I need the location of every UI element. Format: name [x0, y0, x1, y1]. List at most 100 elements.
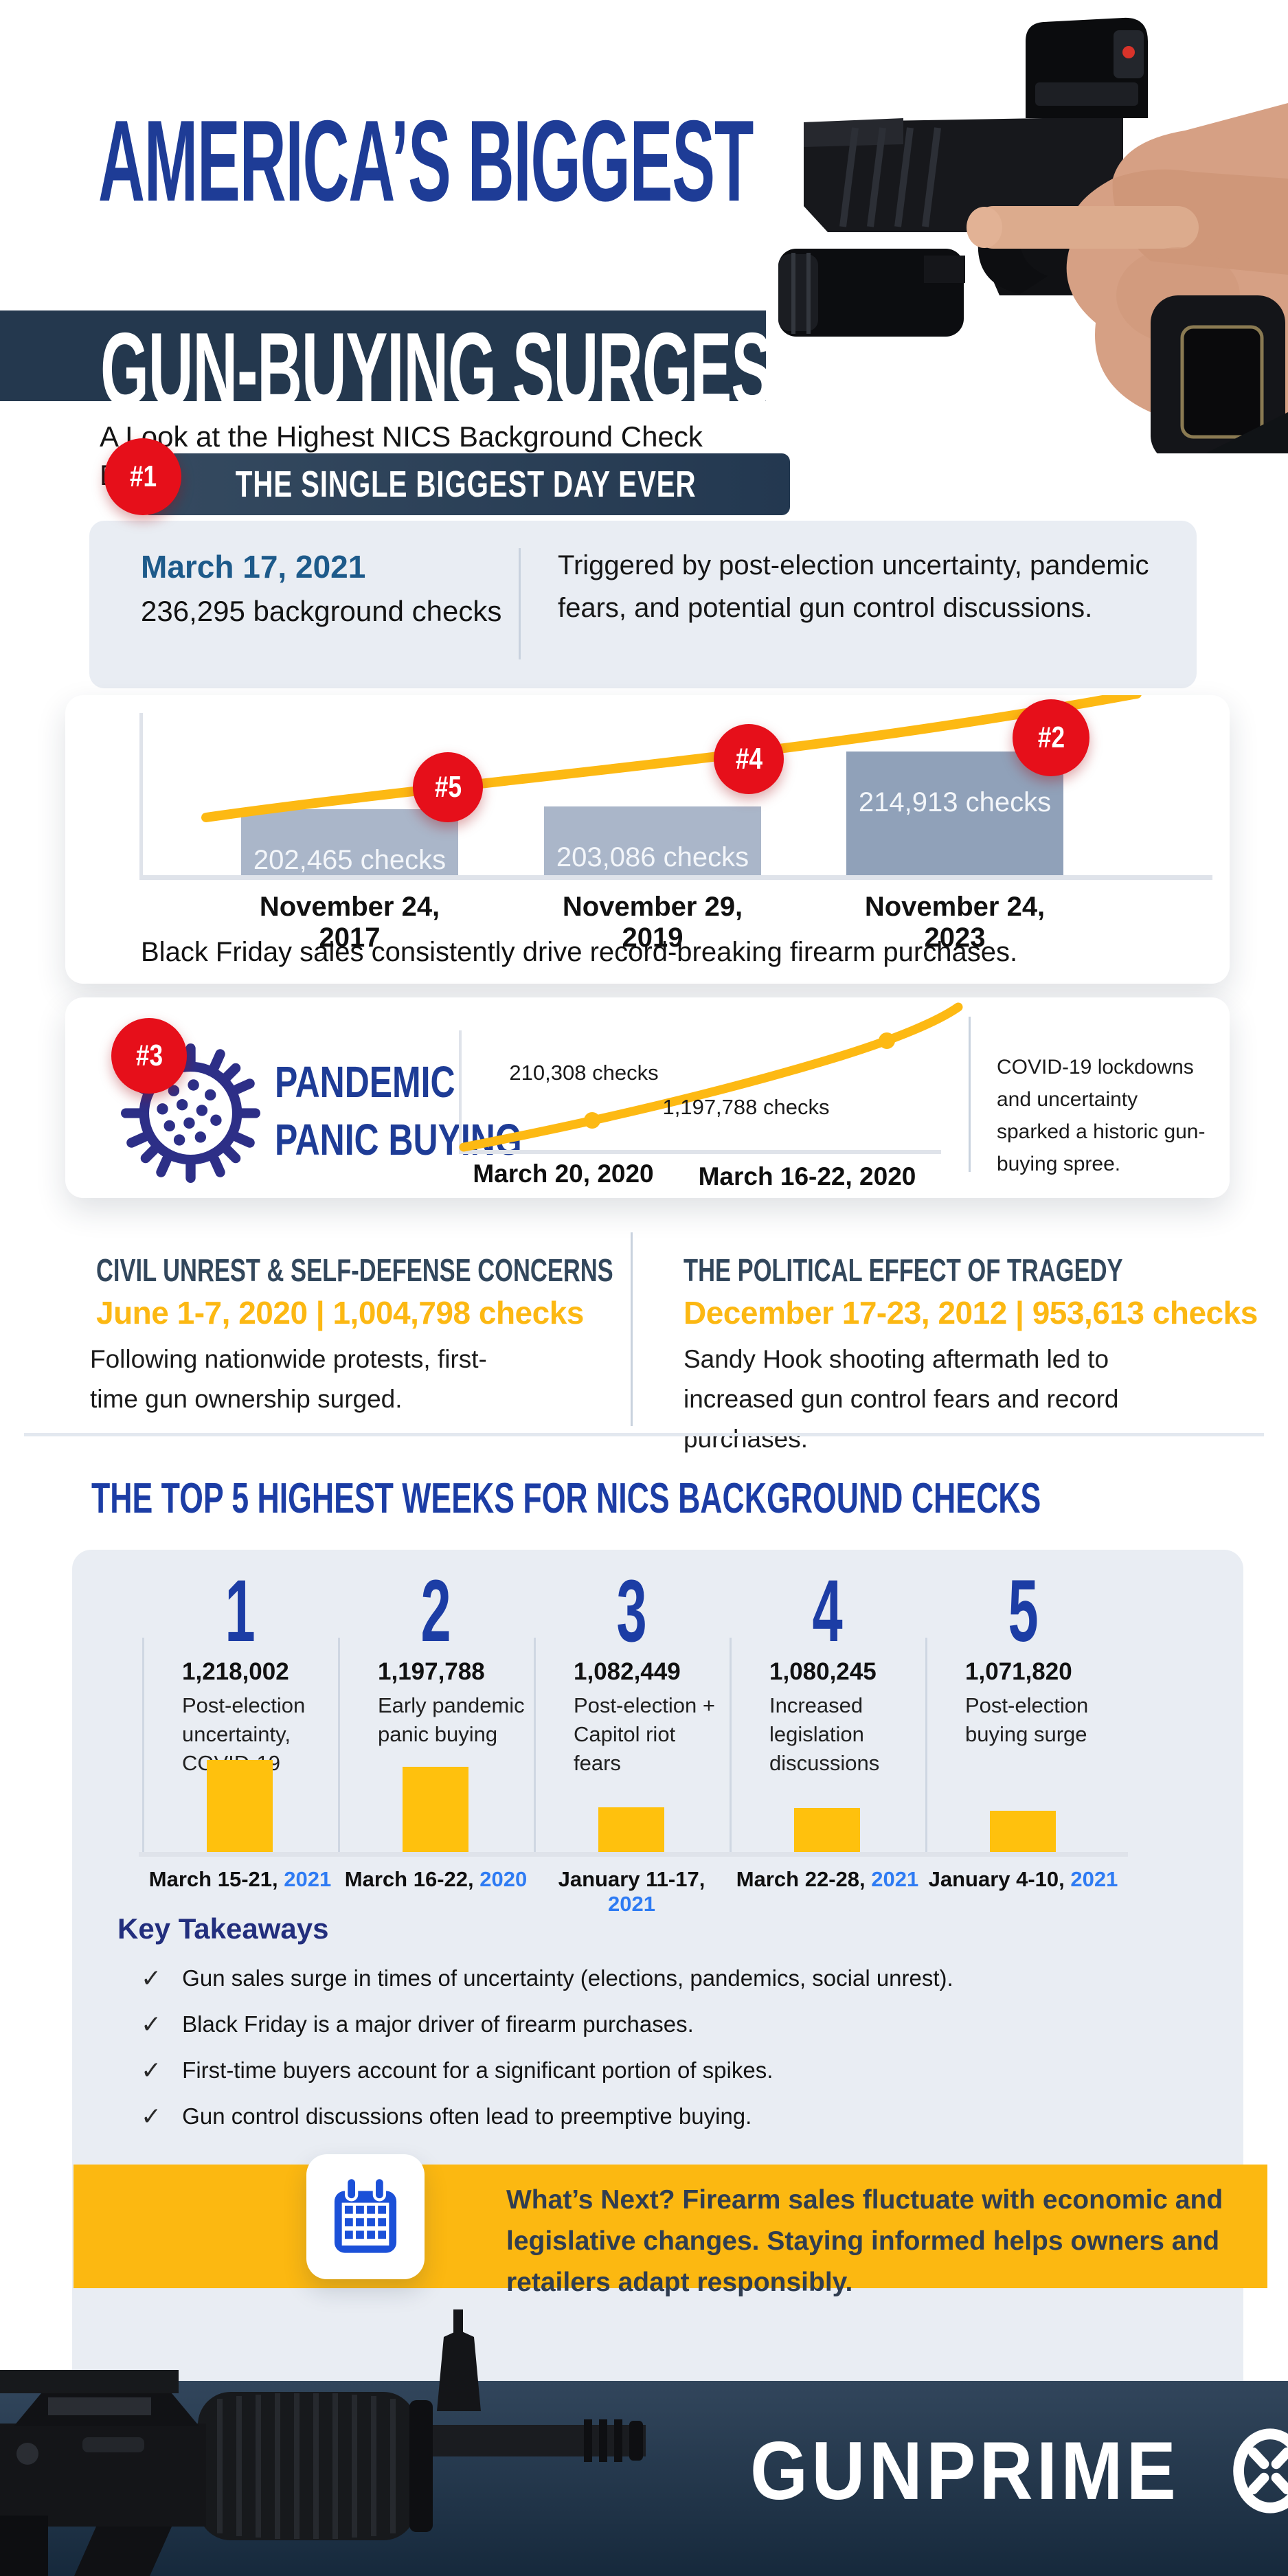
point-label: 210,308 checks [509, 1061, 659, 1085]
trend-line [201, 695, 1142, 822]
black-friday-chart-card: 202,465 checks 203,086 checks 214,913 ch… [65, 695, 1230, 984]
event-civil-unrest-title: CIVIL UNREST & SELF-DEFENSE CONCERNS [96, 1252, 613, 1288]
point-date: March 16-22, 2020 [698, 1162, 916, 1190]
week-date: March 22-28, 2021 [736, 1867, 919, 1891]
biggest-day-value: 236,295 background checks [141, 595, 502, 627]
divider [631, 1232, 633, 1426]
biggest-day-date: March 17, 2021 [141, 549, 366, 585]
pandemic-title: PANDEMIC PANIC BUYING [275, 1057, 522, 1164]
rank-number: 1 [225, 1562, 256, 1660]
rank-3-badge: #3 [111, 1018, 187, 1094]
takeaway-item: ✓ First-time buyers account for a signif… [141, 2056, 773, 2084]
whats-next-banner: What’s Next? Firearm sales fluctuate wit… [74, 2165, 1267, 2297]
rank-1-badge: #1 [104, 438, 181, 515]
brand-name: GUNPRIME [750, 2425, 1180, 2517]
takeaway-item: ✓ Gun sales surge in times of uncertaint… [141, 1964, 953, 1992]
week-value: 1,197,788 [378, 1658, 485, 1685]
subtitle-line1: A Look at the Highest NICS Background Ch… [100, 420, 703, 453]
pistol-photo [766, 0, 1288, 463]
check-icon: ✓ [141, 1964, 162, 1992]
week-description: Increased legislation discussions [769, 1693, 880, 1775]
week-description: Post-election buying surge [965, 1693, 1089, 1746]
check-icon: ✓ [141, 2102, 162, 2130]
x-axis [139, 875, 1212, 880]
biggest-day-card: March 17, 2021 236,295 background checks… [89, 521, 1197, 688]
week-description: Early pandemic panic buying [378, 1693, 525, 1746]
crosshair-x-icon [1232, 2428, 1288, 2513]
event-civil-unrest-stat: June 1-7, 2020 | 1,004,798 checks [96, 1295, 584, 1331]
week-date: March 16-22, 2020 [344, 1867, 528, 1891]
rank-number: 2 [420, 1562, 451, 1660]
whats-next-text: What’s Next? Firearm sales fluctuate wit… [506, 2185, 1223, 2297]
pandemic-card: #3 PANDEMIC PANIC BUYING [65, 997, 1230, 1198]
divider [969, 1017, 971, 1172]
bar-date: November 24, 2023 [864, 892, 1046, 953]
event-tragedy-description: Sandy Hook shooting aftermath led to inc… [683, 1345, 1119, 1453]
week-date: March 15-21, 2021 [148, 1867, 332, 1891]
pandemic-trend-line [459, 1002, 963, 1152]
week-date: January 11-17, 2021 [558, 1867, 705, 1916]
black-friday-caption: Black Friday sales consistently drive re… [141, 937, 1018, 967]
bar-label: 203,086 checks [556, 842, 749, 872]
bar-date: November 24, 2017 [259, 892, 440, 953]
rank-number: 4 [812, 1562, 843, 1660]
event-tragedy-title: THE POLITICAL EFFECT OF TRAGEDY [683, 1252, 1123, 1288]
bar-date: November 29, 2019 [562, 892, 743, 953]
week-bar [794, 1808, 860, 1853]
week-bar [598, 1807, 664, 1853]
week-value: 1,071,820 [965, 1658, 1072, 1685]
page-title-line1: AMERICA’S BIGGEST [98, 96, 754, 225]
bar-nov-2017: 202,465 checks [241, 809, 458, 875]
bar-nov-2019: 203,086 checks [544, 806, 761, 875]
week-bar [207, 1760, 273, 1853]
section-divider [24, 1433, 1264, 1436]
rifle-photo [0, 2289, 659, 2576]
virus-icon [121, 1043, 260, 1183]
grid-line [925, 1638, 927, 1853]
biggest-day-description: Triggered by post-election uncertainty, … [558, 550, 1149, 623]
takeaway-item: ✓ Gun control discussions often lead to … [141, 2102, 752, 2130]
event-civil-unrest-description: Following nationwide protests, first-tim… [90, 1345, 487, 1413]
week-bar [403, 1767, 468, 1853]
rank-number: 5 [1008, 1562, 1039, 1660]
rank-number: 3 [616, 1562, 647, 1660]
check-icon: ✓ [141, 2056, 162, 2084]
event-tragedy-stat: December 17-23, 2012 | 953,613 checks [683, 1295, 1258, 1331]
bar-label: 214,913 checks [858, 787, 1052, 817]
calendar-icon [334, 2176, 397, 2253]
week-value: 1,080,245 [769, 1658, 877, 1685]
grid-line [534, 1638, 536, 1853]
top5-heading: THE TOP 5 HIGHEST WEEKS FOR NICS BACKGRO… [91, 1475, 1041, 1522]
week-value: 1,082,449 [574, 1658, 681, 1685]
single-biggest-day-banner: THE SINGLE BIGGEST DAY EVER [142, 453, 790, 515]
baseline [139, 1852, 1128, 1857]
brand-logo: GUNPRIME [750, 2424, 1288, 2518]
x-axis [459, 1150, 941, 1154]
rank-5-badge: #5 [413, 752, 483, 822]
y-axis [139, 713, 143, 875]
calendar-card [306, 2154, 425, 2279]
bar-label: 202,465 checks [253, 845, 447, 875]
grid-line [142, 1638, 144, 1853]
rank-4-badge: #4 [714, 724, 784, 794]
rifle-illustration-icon [0, 2309, 646, 2576]
takeaway-item: ✓ Black Friday is a major driver of fire… [141, 2010, 694, 2038]
week-value: 1,218,002 [182, 1658, 289, 1685]
pandemic-description: COVID-19 lockdowns and uncertainty spark… [997, 1056, 1206, 1175]
week-bar [990, 1811, 1056, 1853]
point-label: 1,197,788 checks [662, 1095, 830, 1119]
y-axis [459, 1030, 462, 1151]
rank-2-badge: #2 [1013, 699, 1089, 776]
key-takeaways-heading: Key Takeaways [117, 1912, 329, 1945]
top5-card: 1 2 3 4 5 1,218,002 1,197,788 1,082,449 … [72, 1550, 1243, 2381]
grid-line [730, 1638, 732, 1853]
divider [519, 548, 521, 659]
pistol-illustration-icon [778, 17, 1288, 463]
grid-line [338, 1638, 340, 1853]
point-date: March 20, 2020 [473, 1160, 654, 1188]
week-description: Post-election + Capitol riot fears [574, 1693, 715, 1775]
bar-nov-2023: 214,913 checks [846, 752, 1063, 875]
check-icon: ✓ [141, 2010, 162, 2038]
week-date: January 4-10, 2021 [928, 1867, 1118, 1891]
